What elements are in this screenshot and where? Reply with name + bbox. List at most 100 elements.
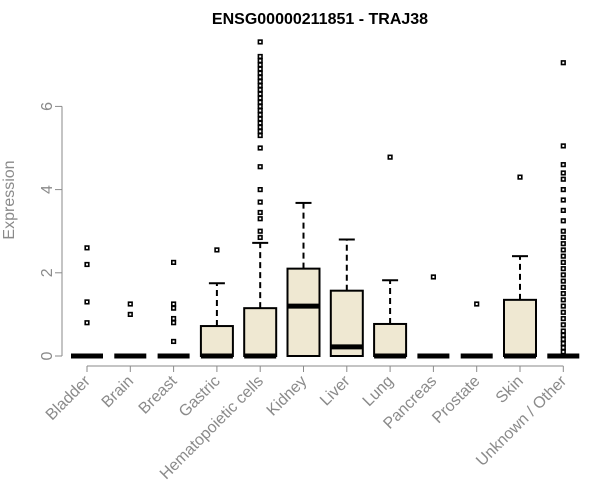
outlier-point (127, 301, 133, 307)
y-tick-label: 4 (39, 185, 56, 194)
outlier-point (560, 290, 566, 297)
outlier-point (560, 207, 566, 214)
outlier-point (257, 39, 263, 45)
outlier-point (257, 164, 263, 170)
outlier-point (560, 253, 566, 259)
x-tick-label: Bladder (43, 372, 94, 423)
outlier-point (257, 120, 263, 126)
y-axis: 0 2 4 6 (39, 102, 63, 360)
outlier-point (257, 228, 263, 234)
box (286, 267, 321, 358)
outlier-point (257, 87, 263, 93)
box (243, 307, 278, 358)
box-group (157, 259, 190, 359)
outlier-point (560, 284, 566, 290)
outlier-point (257, 107, 263, 114)
outlier-point (257, 70, 263, 76)
outlier-point (560, 228, 566, 234)
outlier-point (560, 315, 566, 322)
outlier-point (474, 301, 480, 307)
box-group (243, 39, 278, 359)
box-group (547, 60, 580, 359)
outlier-point (560, 197, 566, 203)
outlier-point (257, 209, 263, 216)
outlier-point (257, 95, 263, 101)
outlier-point (257, 74, 263, 80)
outlier-point (560, 322, 566, 328)
outlier-point (257, 58, 263, 64)
outlier-point (171, 259, 177, 266)
outlier-point (84, 299, 90, 305)
outlier-point (257, 83, 263, 89)
outlier-point (560, 278, 566, 284)
outlier-point (560, 266, 566, 272)
x-tick-label: Lung (360, 373, 397, 410)
outlier-point (560, 303, 566, 309)
box (503, 298, 537, 357)
outlier-point (171, 301, 177, 307)
y-tick-label: 0 (39, 351, 56, 360)
outlier-point (560, 218, 566, 224)
outlier-point (257, 78, 263, 85)
outlier-point (84, 245, 90, 251)
outlier-point (257, 62, 263, 68)
outlier-point (171, 315, 177, 322)
outlier-point (560, 234, 566, 241)
outlier-point (84, 261, 90, 268)
outlier-point (560, 328, 566, 334)
outlier-point (560, 345, 566, 351)
x-tick-label: Liver (317, 372, 354, 409)
outlier-point (560, 143, 566, 149)
x-tick-label: Prostate (429, 373, 483, 427)
x-tick-label: Breast (136, 372, 181, 417)
outlier-point (560, 241, 566, 247)
y-tick-label: 2 (39, 268, 56, 277)
plot-area (71, 39, 580, 359)
outlier-point (257, 128, 263, 134)
outlier-point (257, 112, 263, 118)
box-group (373, 154, 408, 359)
outlier-point (560, 170, 566, 176)
outlier-point (257, 66, 263, 72)
outlier-point (560, 336, 566, 342)
outlier-point (560, 60, 566, 66)
outlier-point (257, 53, 263, 60)
outlier-point (560, 162, 566, 168)
outlier-point (257, 187, 263, 193)
outlier-point (560, 309, 566, 315)
outlier-point (560, 340, 566, 347)
outlier-point (257, 216, 263, 222)
outlier-point (560, 332, 566, 338)
outlier-point (84, 320, 90, 326)
outlier-point (387, 154, 393, 160)
x-tick-label: Skin (493, 373, 527, 407)
outlier-point (214, 247, 220, 253)
x-tick-label: Brain (99, 373, 137, 411)
y-tick-label: 6 (39, 102, 56, 111)
outlier-point (257, 234, 263, 241)
outlier-point (257, 124, 263, 130)
outlier-point (171, 320, 177, 326)
x-tick-label: Kidney (264, 373, 311, 420)
outlier-point (430, 274, 437, 280)
box-group (199, 247, 234, 359)
outlier-point (560, 297, 566, 303)
box-group (503, 174, 537, 359)
outlier-point (560, 176, 566, 182)
outlier-point (560, 247, 566, 253)
box-group (417, 274, 450, 359)
chart-title: ENSG00000211851 - TRAJ38 (212, 11, 428, 28)
outlier-point (127, 311, 133, 318)
outlier-point (257, 91, 263, 97)
outlier-point (560, 349, 566, 355)
outlier-point (257, 132, 263, 139)
box (199, 325, 234, 358)
y-axis-label: Expression (1, 160, 18, 239)
outlier-point (257, 103, 263, 109)
box (373, 322, 408, 357)
outlier-point (560, 272, 566, 278)
outlier-point (560, 259, 566, 266)
outlier-point (257, 145, 263, 151)
